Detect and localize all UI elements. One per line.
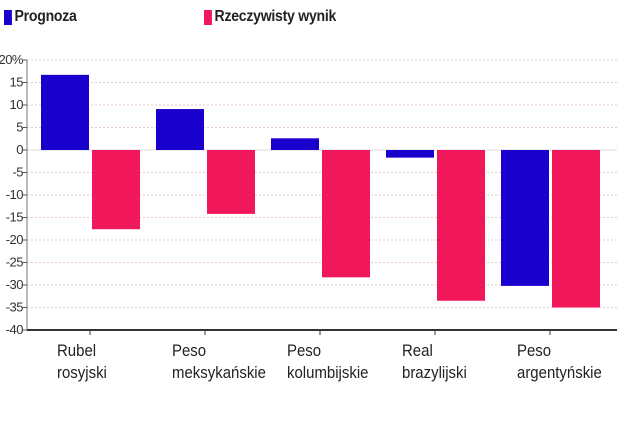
- bar-prognoza: [386, 150, 434, 158]
- x-tick-label-line: rosyjski: [57, 363, 107, 382]
- bar-rzeczywisty: [92, 150, 140, 230]
- y-tick-label: -10: [6, 187, 24, 202]
- y-tick-label: -35: [6, 300, 24, 315]
- legend-label: Prognoza: [14, 8, 77, 25]
- y-tick-label: -20: [6, 232, 24, 247]
- legend-swatch-rzeczywisty: [204, 9, 212, 25]
- bar-prognoza: [156, 109, 204, 150]
- y-tick-label: 15: [10, 75, 24, 90]
- x-tick-label: Real brazylijski: [402, 340, 467, 384]
- x-tick-label: Peso kolumbijskie: [287, 340, 368, 384]
- bar-rzeczywisty: [552, 150, 600, 308]
- bar-prognoza: [271, 138, 319, 150]
- legend-swatch-prognoza: [4, 9, 12, 25]
- y-tick-label: 10: [10, 97, 24, 112]
- y-tick-label: -25: [6, 255, 24, 270]
- x-tick-label: Peso meksykańskie: [172, 340, 266, 384]
- x-tick-label-line: kolumbijskie: [287, 363, 369, 382]
- x-tick-label-line: brazylijski: [402, 363, 467, 382]
- y-tick-label: -30: [6, 277, 24, 292]
- bar-rzeczywisty: [207, 150, 255, 214]
- y-tick-label: 0: [16, 142, 23, 157]
- x-tick-label-line: Real: [402, 341, 433, 360]
- x-tick-label: Rubel rosyjski: [57, 340, 107, 384]
- y-tick-label: -40: [6, 322, 24, 337]
- y-tick-label: -5: [12, 165, 23, 180]
- bar-rzeczywisty: [437, 150, 485, 301]
- y-tick-label: -15: [6, 210, 24, 225]
- x-tick-label: Peso argentyńskie: [517, 340, 602, 384]
- x-tick-label-line: Rubel: [57, 341, 97, 360]
- x-tick-label-line: Peso: [172, 341, 207, 360]
- bar-prognoza: [41, 74, 89, 150]
- bar-rzeczywisty: [322, 150, 370, 278]
- legend-label: Rzeczywisty wynik: [214, 8, 337, 25]
- bar-prognoza: [501, 150, 549, 286]
- x-tick-label-line: argentyńskie: [517, 363, 602, 382]
- x-tick-label-line: Peso: [287, 341, 322, 360]
- x-tick-label-line: Peso: [517, 341, 552, 360]
- legend-item-rzeczywisty: Rzeczywisty wynik: [204, 8, 336, 26]
- legend-item-prognoza: Prognoza: [4, 8, 77, 26]
- x-tick-label-line: meksykańskie: [172, 363, 266, 382]
- y-tick-label: 20%: [0, 52, 24, 67]
- y-tick-label: 5: [16, 120, 23, 135]
